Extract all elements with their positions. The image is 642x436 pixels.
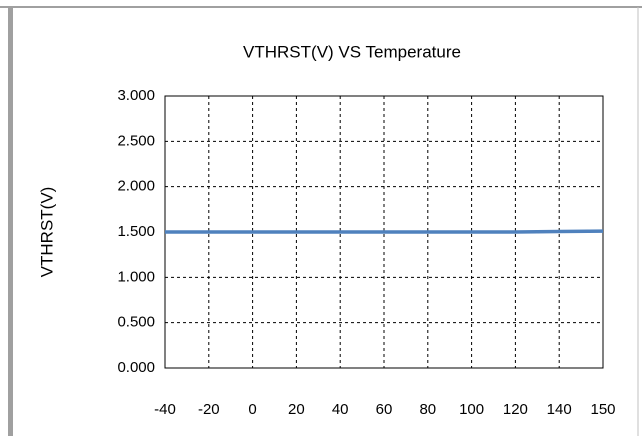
x-tick-label: 40 bbox=[332, 401, 349, 418]
x-tick-label: 100 bbox=[459, 401, 484, 418]
y-tick-label: 3.000 bbox=[117, 87, 155, 104]
x-tick-label: -20 bbox=[198, 401, 220, 418]
data-line bbox=[165, 229, 604, 234]
y-tick-label: 2.500 bbox=[117, 132, 155, 149]
y-tick-label: 2.000 bbox=[117, 178, 155, 195]
y-tick-label: 0.500 bbox=[117, 314, 155, 331]
y-tick-label: 1.500 bbox=[117, 223, 155, 240]
y-tick-label: 0.000 bbox=[117, 359, 155, 376]
x-tick-label: 60 bbox=[376, 401, 393, 418]
frame-left bbox=[8, 7, 13, 436]
x-tick-label: 20 bbox=[288, 401, 305, 418]
x-tick-label: 80 bbox=[419, 401, 436, 418]
x-tick-label: 140 bbox=[547, 401, 572, 418]
x-tick-label: 0 bbox=[248, 401, 256, 418]
x-tick-label: 150 bbox=[590, 401, 615, 418]
x-tick-label: 120 bbox=[503, 401, 528, 418]
chart-title: VTHRST(V) VS Temperature bbox=[243, 42, 461, 61]
x-tick-label: -40 bbox=[154, 401, 176, 418]
y-tick-label: 1.000 bbox=[117, 268, 155, 285]
y-axis-label: VTHRST(V) bbox=[37, 187, 56, 278]
